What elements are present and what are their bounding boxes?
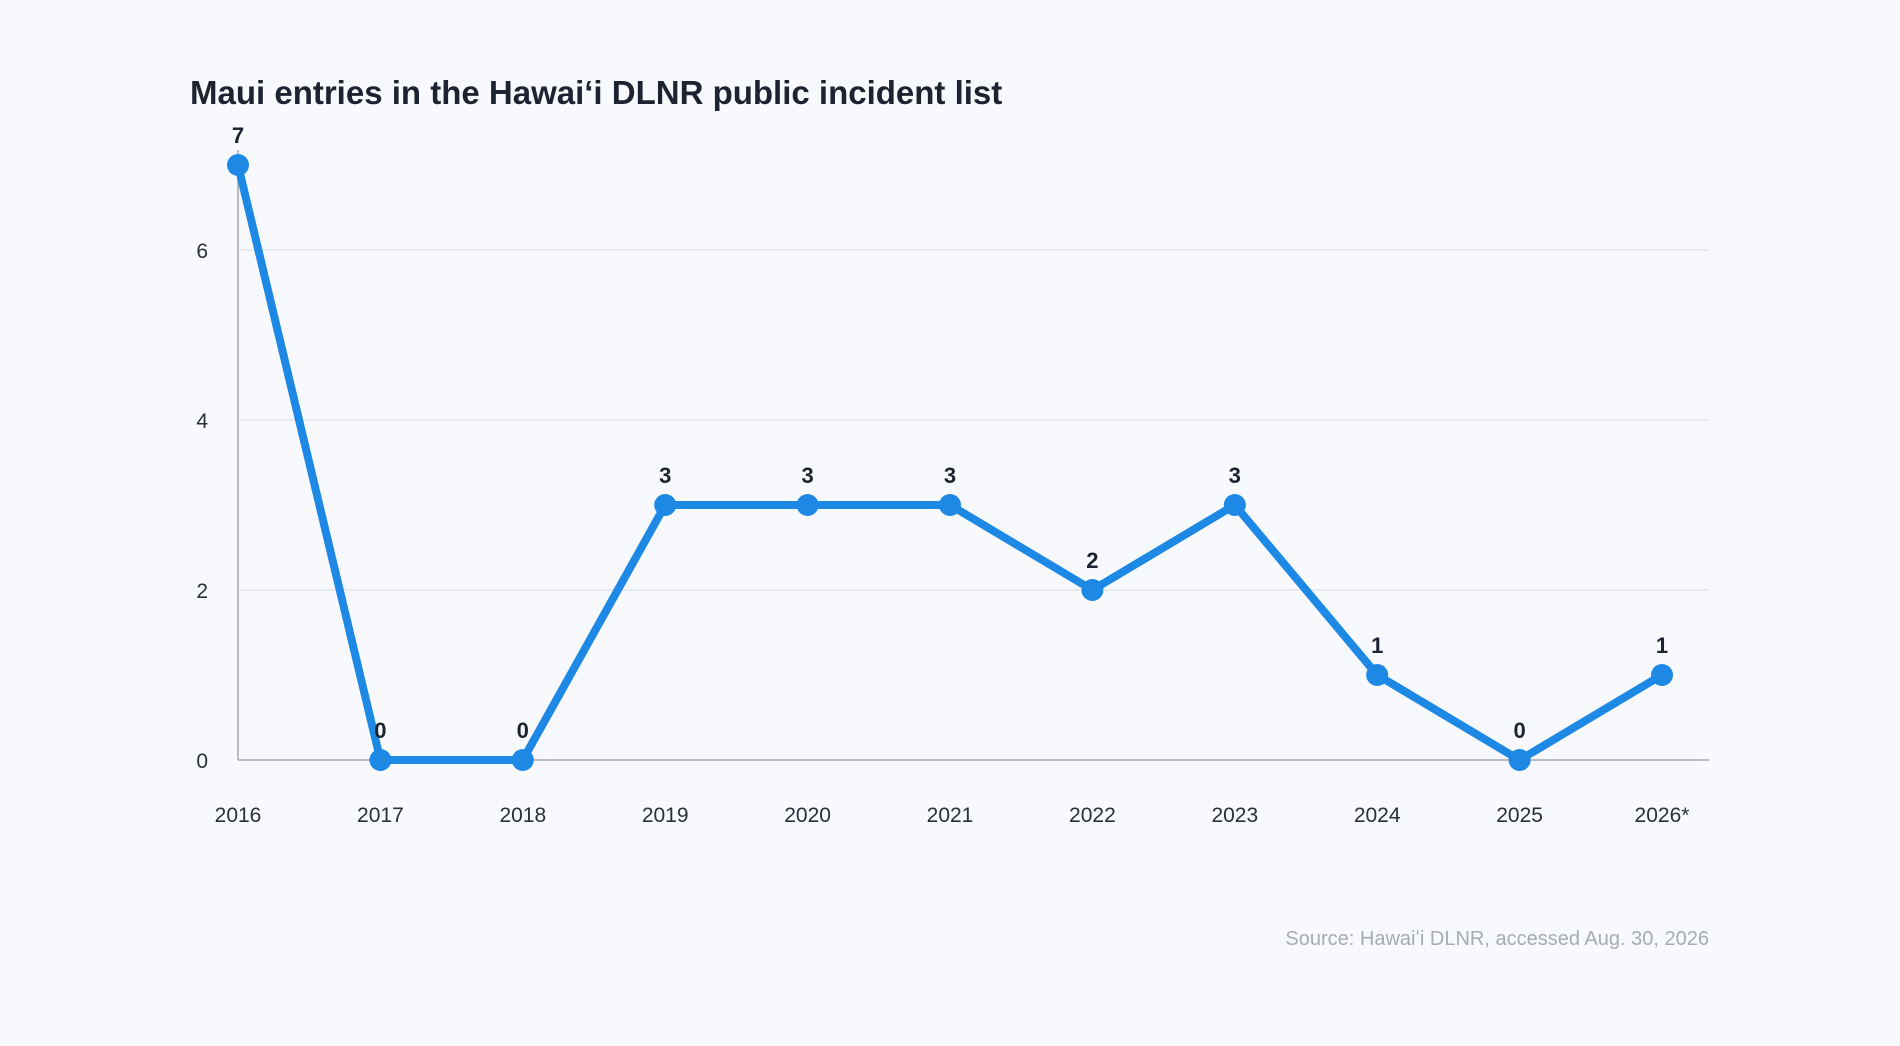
data-point	[1366, 664, 1389, 686]
x-tick-label: 2025	[1496, 804, 1543, 827]
y-tick-label: 0	[196, 750, 208, 773]
data-labels: 7 0 0 3 3 3 2 3 1 0 1	[232, 123, 1668, 743]
data-point	[1508, 749, 1531, 771]
y-tick-label: 6	[196, 240, 208, 263]
data-point	[796, 494, 819, 516]
data-point	[1651, 664, 1673, 686]
data-point	[511, 749, 534, 771]
data-label: 0	[1513, 718, 1525, 743]
source-note: Source: Hawaiʻi DLNR, accessed Aug. 30, …	[1285, 928, 1709, 950]
data-label: 1	[1656, 633, 1668, 658]
data-point	[939, 494, 961, 516]
y-tick-label: 4	[196, 410, 208, 433]
x-tick-label: 2023	[1211, 804, 1258, 827]
data-point	[227, 154, 249, 176]
axes	[237, 150, 1709, 761]
data-label: 1	[1371, 633, 1383, 658]
data-point	[1081, 579, 1104, 601]
x-tick-label: 2026*	[1635, 804, 1690, 827]
data-label: 0	[517, 718, 529, 743]
x-tick-label: 2020	[784, 804, 831, 827]
x-tick-label: 2019	[642, 804, 689, 827]
chart-title: Maui entries in the Hawaiʻi DLNR public …	[190, 74, 1002, 111]
data-point	[369, 749, 392, 771]
x-tick-label: 2021	[927, 804, 974, 827]
x-tick-label: 2018	[499, 804, 546, 827]
data-label: 7	[232, 123, 244, 148]
x-tick-label: 2024	[1354, 804, 1401, 827]
x-tick-label: 2016	[215, 804, 262, 827]
y-axis-ticks: 0 2 4 6	[196, 240, 208, 773]
data-point	[654, 494, 677, 516]
x-tick-label: 2017	[357, 804, 404, 827]
data-point	[1223, 494, 1246, 516]
data-label: 3	[659, 463, 671, 488]
data-points	[227, 154, 1673, 771]
data-label: 2	[1086, 548, 1098, 573]
data-label: 3	[1229, 463, 1241, 488]
y-tick-label: 2	[196, 580, 208, 603]
data-label: 3	[944, 463, 956, 488]
x-axis-ticks: 2016 2017 2018 2019 2020 2021 2022 2023 2024 2025…	[215, 804, 1690, 827]
data-label: 0	[374, 718, 386, 743]
x-tick-label: 2022	[1069, 804, 1116, 827]
gridlines	[238, 249, 1709, 591]
data-label: 3	[801, 463, 813, 488]
